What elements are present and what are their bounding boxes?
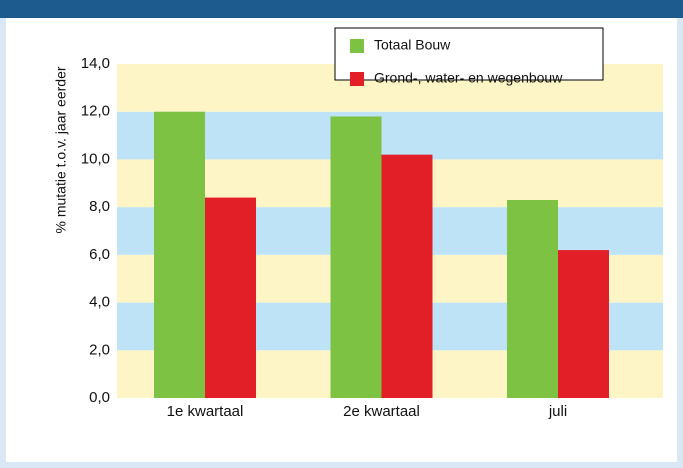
legend-label: Grond-, water- en wegenbouw bbox=[374, 70, 563, 86]
y-tick-label: 0,0 bbox=[89, 389, 110, 406]
y-tick-label: 2,0 bbox=[89, 341, 110, 358]
y-tick-label: 4,0 bbox=[89, 294, 110, 311]
y-axis-title: % mutatie t.o.v. jaar eerder bbox=[53, 66, 69, 233]
top-bar bbox=[0, 0, 683, 18]
bar bbox=[330, 116, 382, 398]
bar bbox=[558, 250, 609, 398]
plot-area bbox=[117, 64, 663, 398]
bar bbox=[381, 154, 433, 398]
x-tick-label: 1e kwartaal bbox=[167, 403, 244, 420]
bar bbox=[205, 197, 256, 398]
y-tick-label: 8,0 bbox=[89, 198, 110, 215]
y-tick-label: 14,0 bbox=[81, 55, 110, 72]
grid-band bbox=[117, 111, 663, 160]
x-tick-label: 2e kwartaal bbox=[343, 403, 420, 420]
x-tick-label: juli bbox=[548, 403, 567, 420]
y-tick-label: 12,0 bbox=[81, 103, 110, 120]
y-tick-label: 6,0 bbox=[89, 246, 110, 263]
legend-swatch bbox=[350, 39, 364, 53]
y-tick-label: 10,0 bbox=[81, 150, 110, 167]
legend-label: Totaal Bouw bbox=[374, 37, 451, 53]
bar bbox=[507, 199, 558, 398]
legend-swatch bbox=[350, 72, 364, 86]
legend bbox=[334, 27, 604, 81]
bar bbox=[154, 111, 205, 398]
